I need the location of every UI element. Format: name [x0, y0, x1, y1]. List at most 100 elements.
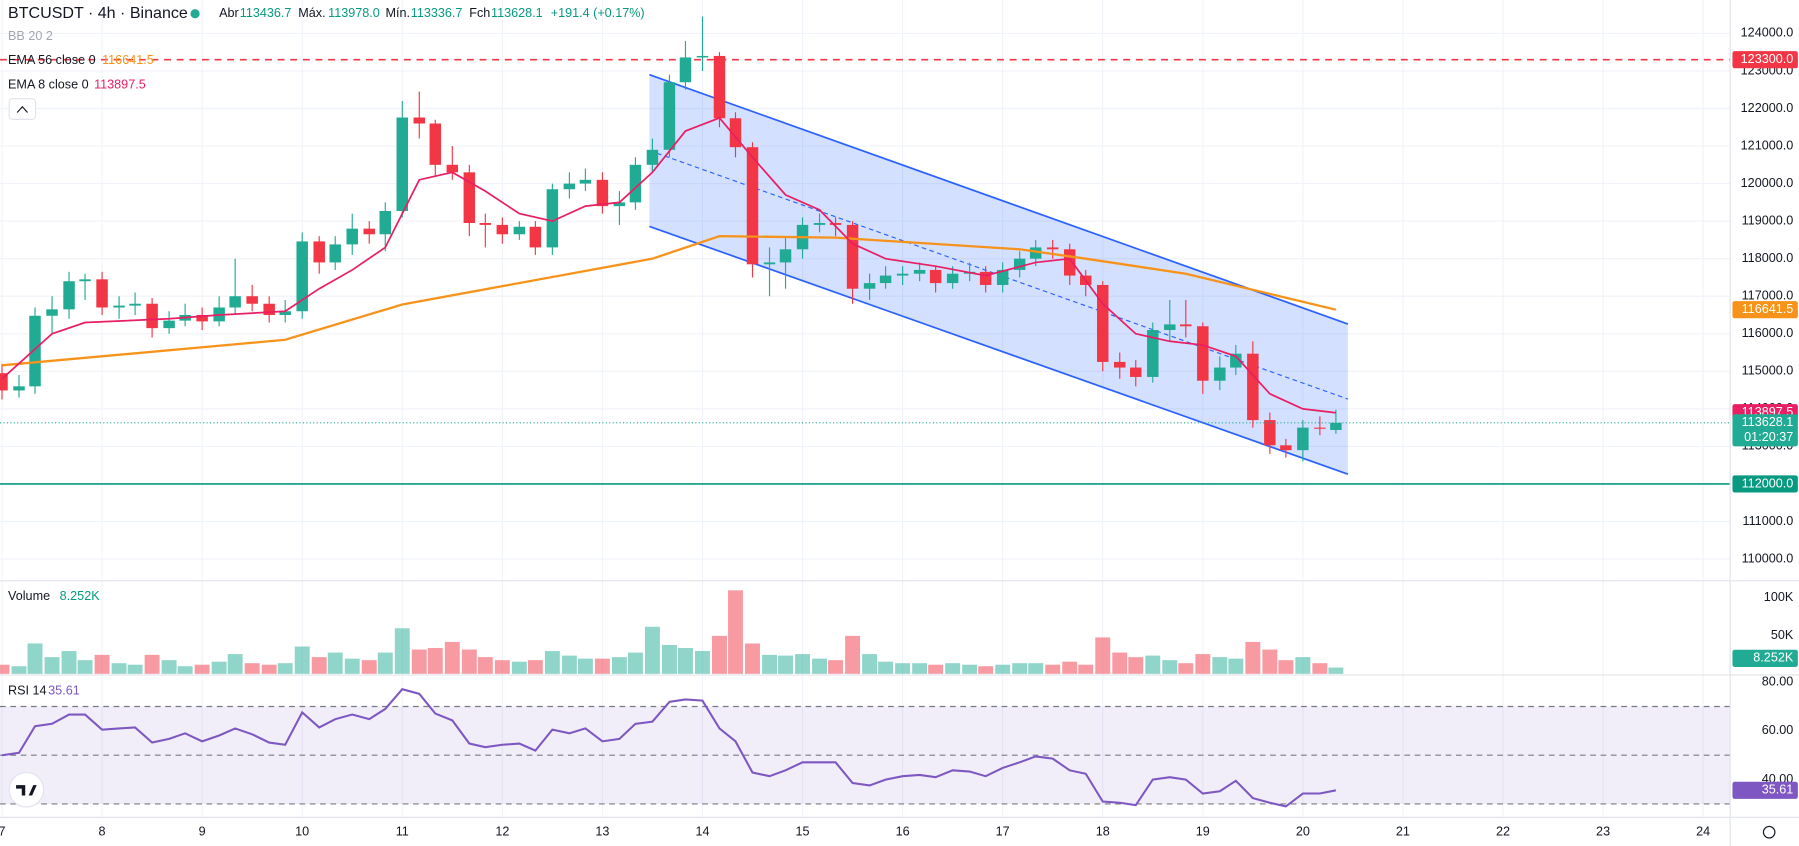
collapse-button[interactable] — [8, 98, 37, 120]
candle-body — [196, 314, 208, 322]
volume-bar — [161, 660, 177, 674]
volume-bar — [1295, 657, 1311, 674]
volume-legend[interactable]: Volume — [8, 589, 50, 603]
label-layer: 7 8 9 10 11 12 13 14 15 16 17 18 19 20 21 22 23 24 110000.… — [0, 26, 1798, 839]
volume-bar — [912, 663, 928, 674]
volume-bar — [778, 655, 793, 674]
candle-body — [729, 118, 742, 148]
candle-body — [79, 279, 91, 282]
candle-body — [96, 279, 108, 308]
volume-tick-label: 50K — [1771, 628, 1794, 642]
volume-bar — [44, 657, 60, 674]
volume-bar — [394, 628, 410, 674]
low-value: 113336.7 — [411, 6, 463, 20]
change-value: +191.4 (+0.17%) — [551, 6, 645, 20]
volume-bar — [277, 663, 293, 674]
rsi-legend[interactable]: RSI 14 — [8, 683, 47, 697]
settings-icon[interactable] — [1762, 825, 1776, 839]
candle-body — [1029, 247, 1042, 259]
volume-bar — [1128, 657, 1144, 674]
y-tick-label: 122000.0 — [1741, 101, 1794, 115]
ema-tag-box — [1732, 301, 1798, 319]
volume-bar — [627, 652, 643, 674]
candle-body — [1314, 427, 1326, 429]
symbol: BTCUSDT · 4h · Binance — [8, 4, 188, 22]
volume-bar — [294, 646, 310, 674]
volume-bar — [544, 651, 560, 674]
volume-bar — [1328, 667, 1344, 674]
last-price-tag-countdown: 01:20:37 — [1744, 430, 1793, 444]
low-label: Mín. — [386, 6, 411, 20]
y-tick-label: 120000.0 — [1741, 176, 1794, 190]
volume-bar — [845, 635, 861, 674]
volume-bar — [344, 658, 360, 674]
candle-body — [1180, 324, 1192, 327]
volume-bar — [712, 635, 727, 674]
collapse-icon — [16, 105, 28, 113]
bb-legend[interactable]: BB 20 2 — [8, 29, 53, 43]
ema8-legend[interactable]: EMA 8 close 0 — [8, 77, 89, 91]
volume-bar — [1278, 660, 1294, 674]
volume-bar — [745, 643, 760, 674]
volume-bar — [1178, 663, 1194, 674]
volume-bar — [211, 661, 227, 674]
ema56-legend[interactable]: EMA 56 close 0 — [8, 53, 96, 67]
candle-body — [746, 147, 759, 265]
candle-body — [863, 283, 876, 289]
volume-bar — [978, 666, 994, 674]
rsi-tag: 35.61 — [1762, 783, 1794, 797]
status-dot — [190, 9, 200, 19]
y-tick-label: 121000.0 — [1741, 138, 1794, 152]
candle-body — [696, 55, 709, 58]
y-tick-label: 124000.0 — [1741, 26, 1794, 40]
hline-tag-box — [1732, 475, 1798, 493]
candle-body — [1247, 353, 1259, 421]
volume-bar — [1012, 663, 1028, 674]
x-tick-label: 8 — [99, 825, 106, 839]
volume-bar — [27, 643, 43, 674]
plot-layer — [0, 0, 1731, 818]
rsi-tag-box — [1732, 781, 1798, 799]
volume-bar — [945, 663, 961, 674]
candle-body — [1130, 367, 1142, 377]
candle-body — [563, 183, 576, 190]
candle-body — [229, 296, 241, 308]
candle-body — [13, 386, 25, 391]
candle-body — [413, 117, 426, 124]
candle-body — [646, 149, 659, 165]
ema56-legend-value: 116641.5 — [102, 53, 154, 67]
volume-bar — [762, 654, 777, 674]
high-label: Máx. — [298, 6, 325, 20]
candle-body — [579, 179, 592, 184]
volume-bar — [177, 666, 193, 674]
x-tick-label: 15 — [796, 825, 810, 839]
last-price-tag-box — [1732, 414, 1798, 447]
volume-bar — [327, 652, 343, 674]
volume-tag-box — [1732, 649, 1798, 667]
volume-bar — [678, 648, 693, 674]
volume-bar — [311, 657, 327, 674]
candle-body — [513, 226, 526, 235]
volume-bar — [1245, 641, 1261, 674]
tv-logo[interactable] — [8, 771, 45, 808]
volume-bar — [527, 660, 543, 674]
x-tick-label: 12 — [495, 825, 509, 839]
rsi-band — [0, 706, 1731, 804]
ema8-legend-value: 113897.5 — [94, 77, 146, 91]
y-tick-label: 116000.0 — [1742, 326, 1794, 340]
volume-bar — [244, 663, 260, 674]
x-tick-label: 13 — [595, 825, 609, 839]
volume-bar — [227, 654, 243, 674]
candle-body — [29, 315, 41, 387]
x-tick-label: 18 — [1096, 825, 1110, 839]
candle-body — [629, 164, 642, 203]
y-tick-label: 117000.0 — [1742, 289, 1794, 303]
volume-bar — [194, 664, 210, 674]
candle-body — [1114, 361, 1126, 368]
volume-bar — [1078, 664, 1094, 674]
volume-tick-label: 100K — [1764, 590, 1794, 604]
candle-body — [1264, 420, 1276, 446]
volume-bar — [1262, 649, 1278, 674]
channel-lower — [649, 225, 1349, 475]
x-tick-label: 16 — [896, 825, 910, 839]
